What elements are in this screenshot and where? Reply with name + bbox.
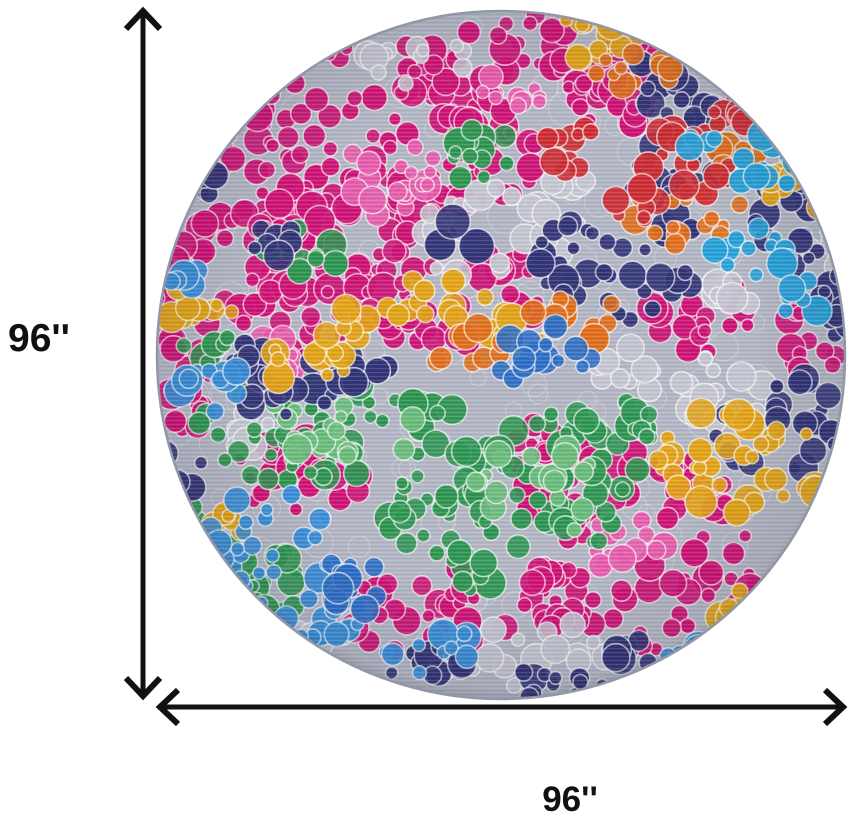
rug-image [155,9,847,701]
rug-bubble [746,593,763,610]
rug-bubble [188,547,203,562]
rug-bubble [298,45,316,63]
rug-bubble [221,625,243,647]
rug-bubble [235,636,267,667]
rug-bubble [219,583,253,617]
rug-bubble [195,553,214,573]
rug-bubble [238,630,264,656]
rug-bubble [258,630,277,649]
rug-bubble [157,501,182,529]
height-arrow-head-top [123,6,163,32]
rug-bubble [159,502,177,519]
rug-bubble [819,201,845,230]
rug-bubble [192,119,225,153]
rug-bubble [606,11,623,26]
rug-bubble [217,613,235,631]
height-arrow-head-bottom [123,675,163,701]
rug-bubble [246,75,263,92]
rug-bubble [686,656,701,672]
rug-bubble [220,106,237,123]
rug-bubble [819,185,835,201]
rug-bubble [727,58,749,79]
rug-bubble [255,615,286,646]
rug-bubble [255,66,276,87]
rug-bubble [193,115,208,130]
rug-bubble [689,657,707,675]
rug-bubble [157,533,161,551]
rug-bubble [666,32,687,52]
rug-bubble [169,525,194,550]
rug-bubble [230,617,258,645]
rug-bubble [163,554,196,586]
rug-bubble [747,592,767,612]
rug-bubble [840,224,845,245]
rug-bubble [243,59,276,92]
width-arrow-head-left [155,687,181,727]
rug-bubble [216,69,247,100]
rug-bubble [157,247,169,263]
rug-bubble [157,535,164,553]
rug-bubble [269,41,293,64]
height-dimension-label: 96'' [8,317,70,360]
rug-bubble [157,526,170,543]
rug-bubble [227,74,244,92]
rug-bubble [830,242,845,260]
rug-bubble [841,282,845,312]
rug-bubble [179,95,207,123]
rug-bubble [203,127,219,143]
rug-bubble [237,54,263,80]
width-dimension-arrow [155,687,848,727]
width-arrow-head-right [822,687,848,727]
rug-rim [155,9,847,701]
rug-bubble [157,547,182,574]
rug-bubble [745,592,773,620]
rug-bubble [269,655,286,672]
rug-bubble [157,453,164,468]
rug-bubble [202,572,225,595]
rug-bubble [651,23,668,40]
rug-bubble [219,96,245,122]
rug-bubble [247,83,266,102]
rug-bubble [833,232,845,255]
rug-bubble [181,512,197,528]
rug-bubble [157,470,177,496]
rug-bubble [235,632,260,658]
rug-bubble [217,584,235,602]
width-dimension-label: 96'' [542,780,598,819]
rug-bubble [804,180,823,200]
rug-bubble [206,565,225,584]
rug-bubble [250,65,274,88]
rug-bubble [238,596,254,612]
rug-bubble [157,527,171,542]
rug-edge-shading [157,11,845,699]
rug-bubble [272,639,292,659]
rug-bubble [297,32,319,55]
rug-bubble [262,632,277,647]
rug-bubble [204,559,219,574]
height-dimension-arrow [123,6,163,701]
rug-cluster-gold [221,613,291,658]
rug-bubble [157,472,176,496]
rug-bubble [819,212,837,231]
rug-bubble [260,51,285,76]
rug-bubble [714,54,742,82]
rug-bubble [791,149,826,184]
